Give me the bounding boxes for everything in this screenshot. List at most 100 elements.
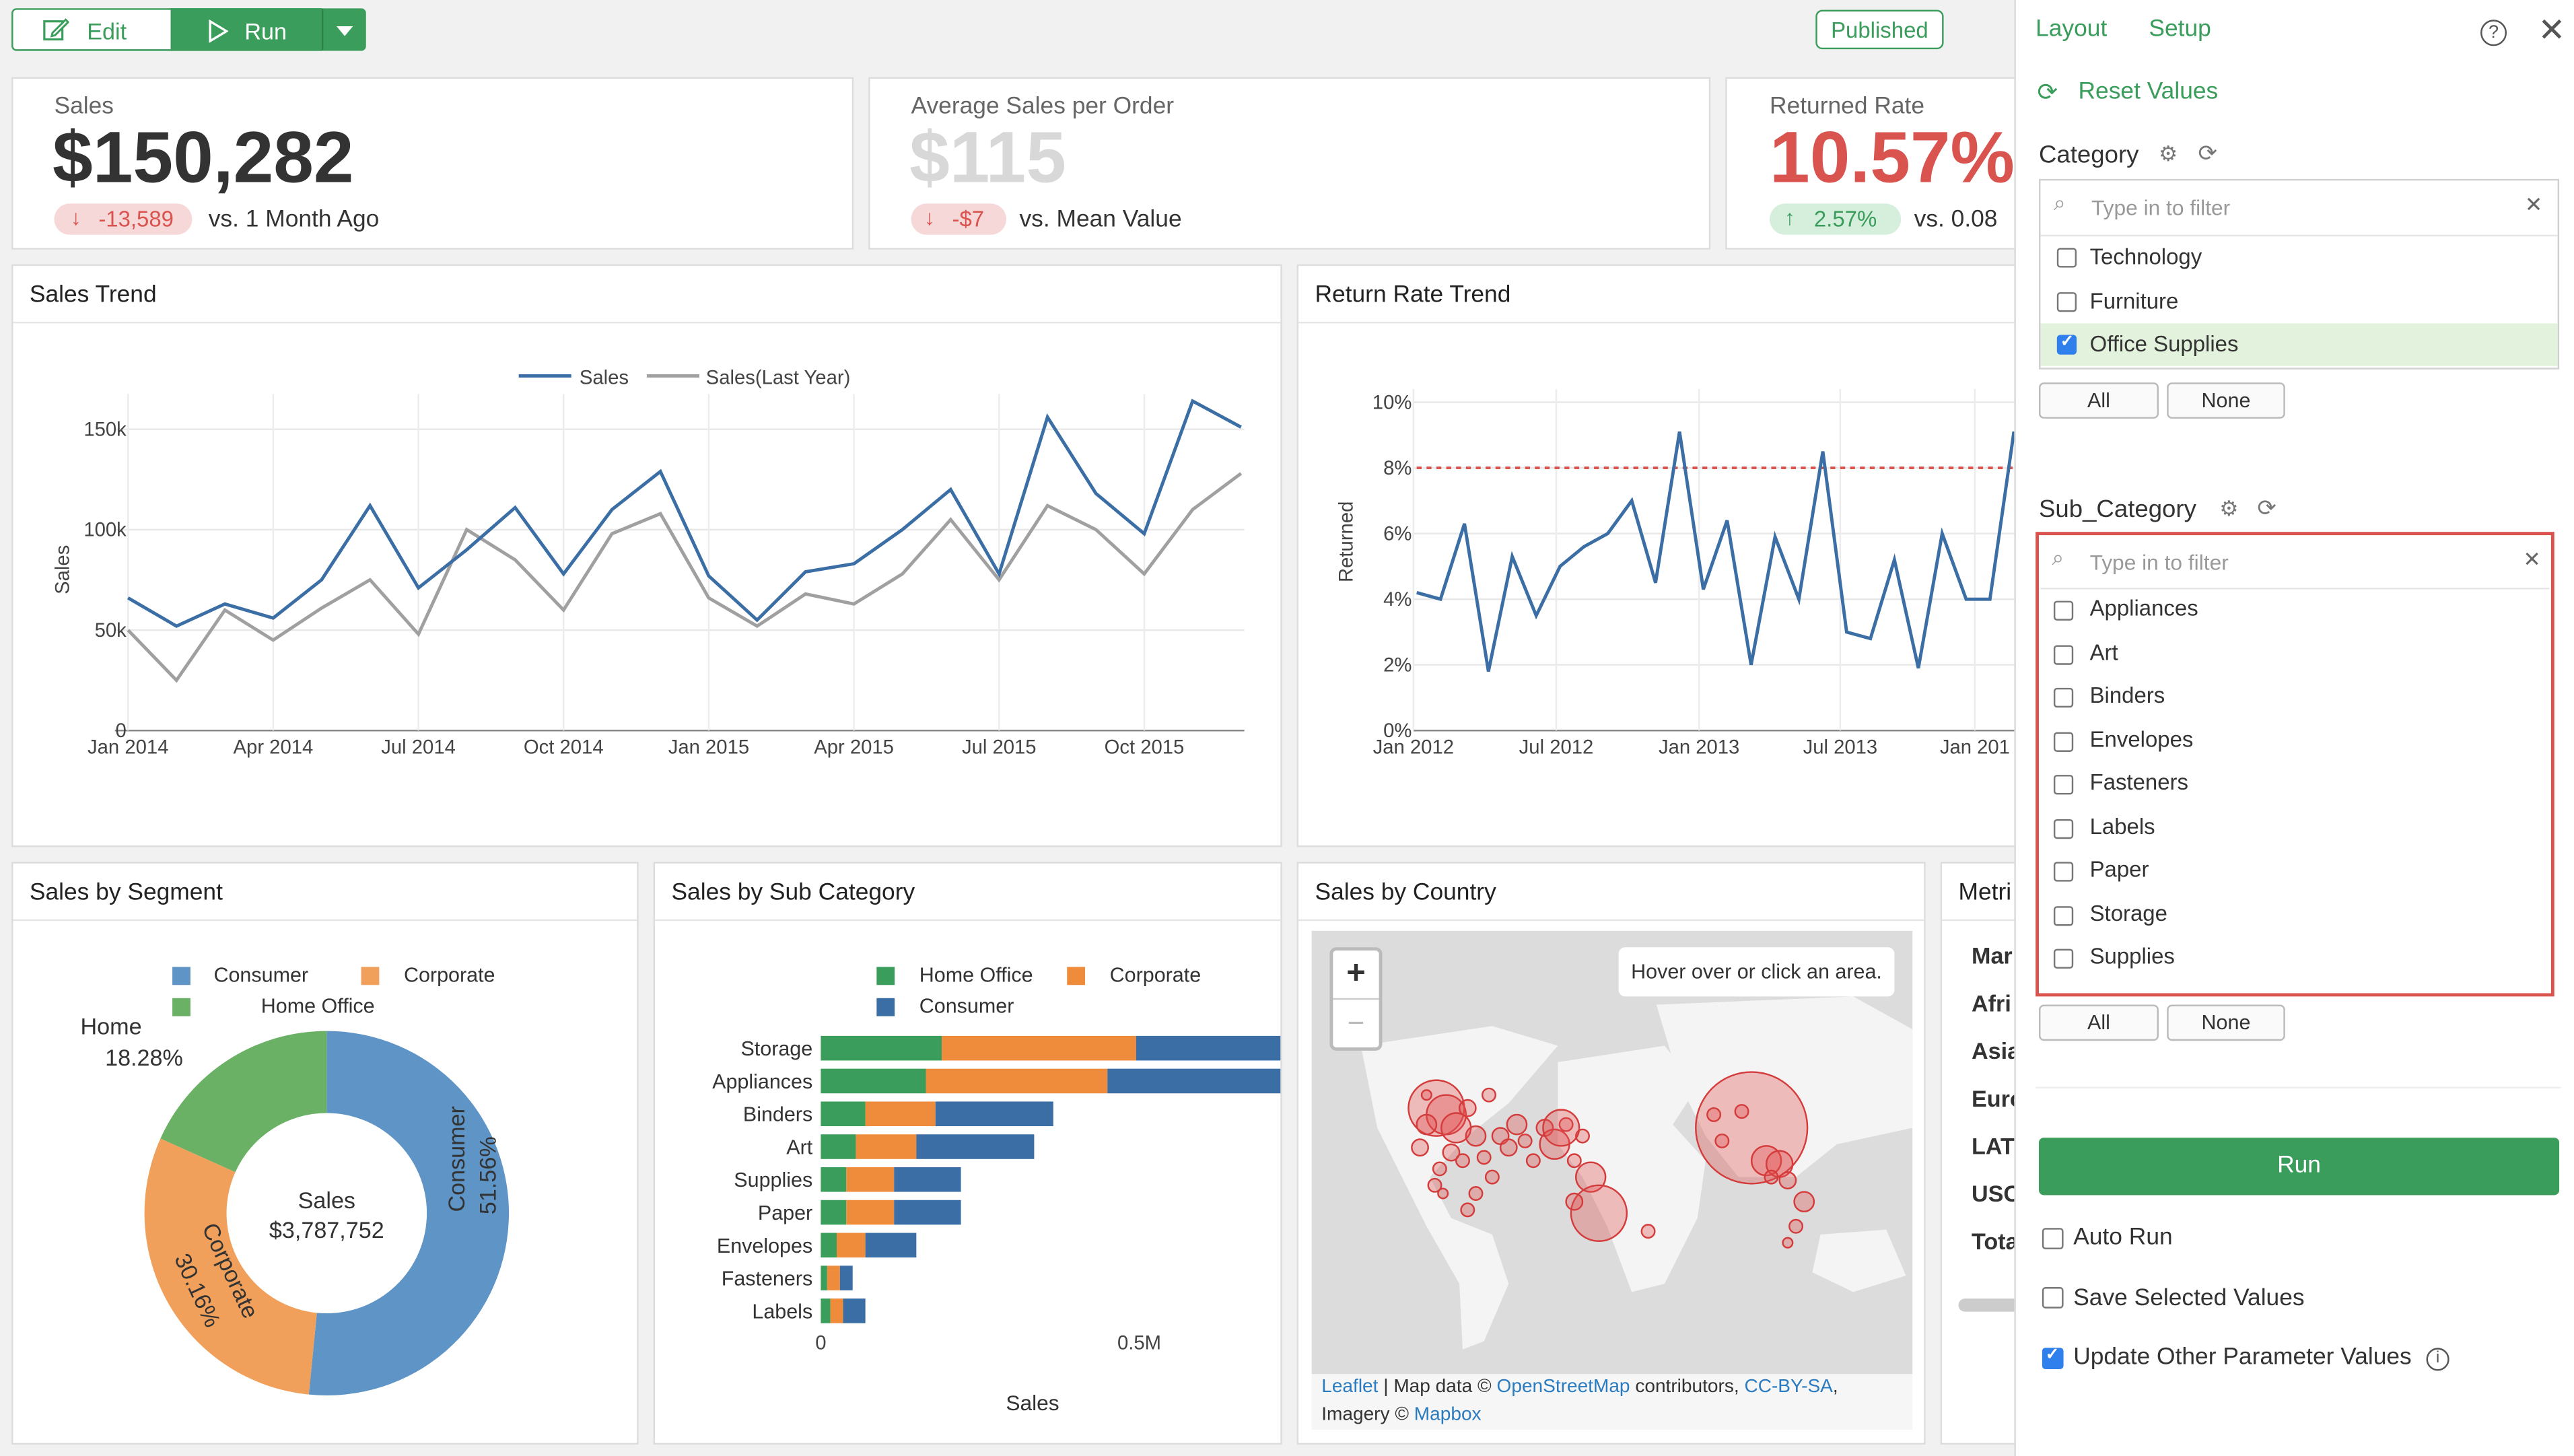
map-bubble-marker [1793,1191,1815,1213]
subcategory-checkbox[interactable] [2053,905,2074,926]
update-params-checkbox[interactable] [2042,1346,2064,1369]
y-axis-label: Sales [52,545,73,594]
more-menu-icon[interactable]: ⋮ [2005,16,2027,42]
card-title: Sales by Sub Category [671,880,915,907]
subcategory-option-label: Envelopes [2089,726,2194,751]
legend-label-sales: Sales [580,368,629,389]
bar-category-label: Paper [758,1202,812,1224]
category-filter-list: ⌕ Type in to filter ✕ Technology Furnitur… [2038,178,2560,370]
map-bubble-marker [1782,1237,1794,1249]
bar-category-label: Storage [740,1037,812,1060]
kpi-value: $115 [909,118,1066,199]
map-bubble-marker [1734,1104,1749,1119]
search-icon: ⌕ [2053,190,2066,215]
segment-donut: Sales $3,787,752 Consumer 51.56% Corpora… [144,1031,510,1395]
zoom-in-button[interactable]: + [1333,950,1379,1000]
map-bubble-marker [1468,1186,1484,1201]
map-bubble-marker [1432,1161,1447,1177]
edit-button[interactable]: Edit [11,8,173,51]
zoom-control: + − [1329,947,1383,1051]
published-badge[interactable]: Published [1815,9,1944,50]
subcategory-checkbox[interactable] [2053,731,2074,751]
category-none-button[interactable]: None [2167,382,2285,419]
save-values-checkbox[interactable] [2042,1287,2064,1309]
donut-slice-home-office [160,1031,327,1173]
world-map [1360,996,1913,1350]
subcategory-option-label: Art [2089,639,2118,664]
caret-down-icon [336,26,353,36]
run-label: Run [244,18,287,44]
subcategory-checkbox[interactable] [2053,818,2074,839]
legend-swatch-home-office [172,998,190,1016]
auto-run-checkbox[interactable] [2042,1228,2064,1249]
bar-segment-corporate [827,1266,840,1290]
category-checkbox[interactable] [2056,333,2077,355]
subcategory-checkbox[interactable] [2053,775,2074,795]
bar-category-label: Appliances [712,1070,812,1093]
gear-icon[interactable]: ⚙ [2159,141,2178,166]
run-dropdown-button[interactable] [322,8,366,51]
close-icon[interactable]: ✕ [2538,13,2566,50]
refresh-icon[interactable]: ⟳ [2257,494,2276,521]
card-title: Return Rate Trend [1315,282,1511,309]
map-hover-info: Hover over or click an area. [1618,947,1895,997]
y-tick-label: 4% [1383,589,1412,611]
legend-swatch-consumer [172,967,190,985]
subcategory-checkbox[interactable] [2053,644,2074,664]
reset-values-link[interactable]: Reset Values [2078,79,2219,106]
clear-icon[interactable]: ✕ [2523,547,2542,571]
subcategory-checkbox[interactable] [2053,600,2074,621]
kpi-delta-badge [54,203,193,235]
bar-segment-home-office [821,1068,926,1094]
x-tick-label: Apr 2015 [814,736,894,758]
zoom-out-button[interactable]: − [1347,1006,1365,1039]
tab-layout[interactable]: Layout [2036,16,2108,43]
map-bubble-marker [1566,1153,1582,1169]
gear-icon[interactable]: ⚙ [2219,495,2239,521]
clear-icon[interactable]: ✕ [2524,192,2543,217]
subcategory-filter-input[interactable]: Type in to filter [2089,549,2229,575]
osm-link[interactable]: OpenStreetMap [1496,1377,1630,1397]
panel-run-button[interactable]: Run [2038,1138,2560,1195]
y-tick-label: 0% [1383,720,1412,742]
arrow-down-icon: ↓ [70,205,81,230]
subcategory-checkbox[interactable] [2053,687,2074,708]
series-line-last-year [127,472,1243,683]
subcategory-all-button[interactable]: All [2038,1004,2159,1041]
mapbox-link[interactable]: Mapbox [1414,1405,1482,1425]
bar-segment-home-office [821,1167,847,1192]
subcategory-checkbox[interactable] [2053,862,2074,882]
leaflet-link[interactable]: Leaflet [1321,1377,1379,1397]
bar-segment-consumer [1136,1035,1281,1061]
run-button[interactable]: Run [170,8,322,51]
bar-segment-home-office [821,1200,847,1225]
card-title: Sales Trend [29,282,157,309]
help-icon[interactable]: ? [2480,20,2507,46]
info-icon[interactable]: i [2426,1348,2449,1371]
slice-label-home-office: Home [80,1012,142,1039]
category-checkbox[interactable] [2056,291,2077,312]
category-filter-input[interactable]: Type in to filter [2091,195,2231,220]
subcategory-filter-highlight [2036,532,2554,997]
subcategory-checkbox[interactable] [2053,948,2074,969]
subcategory-none-button[interactable]: None [2167,1004,2285,1041]
slice-pct-consumer: 51.56% [476,1136,501,1214]
edit-label: Edit [87,18,127,44]
category-all-button[interactable]: All [2038,382,2159,419]
map-bubble-marker [1455,1153,1470,1169]
tab-setup[interactable]: Setup [2149,16,2211,43]
bar-category-label: Fasteners [722,1268,812,1290]
category-checkbox[interactable] [2056,248,2077,268]
bar-segment-consumer [865,1233,917,1258]
horizontal-scrollbar[interactable] [1958,1298,2025,1312]
map-card: Sales by Country + − Hover over or click… [1296,862,1926,1445]
map-bubble-marker [1570,1184,1628,1242]
cc-link[interactable]: CC-BY-SA [1744,1377,1833,1397]
map-canvas[interactable]: + − Hover over or click an area. [1311,930,1913,1375]
subcategory-option-label: Storage [2089,900,2167,926]
refresh-icon[interactable]: ⟳ [2198,139,2218,166]
map-bubble-marker [1575,1161,1607,1193]
x-tick-label: Oct 2015 [1105,736,1185,758]
subcategory-option-label: Fasteners [2089,769,2188,795]
